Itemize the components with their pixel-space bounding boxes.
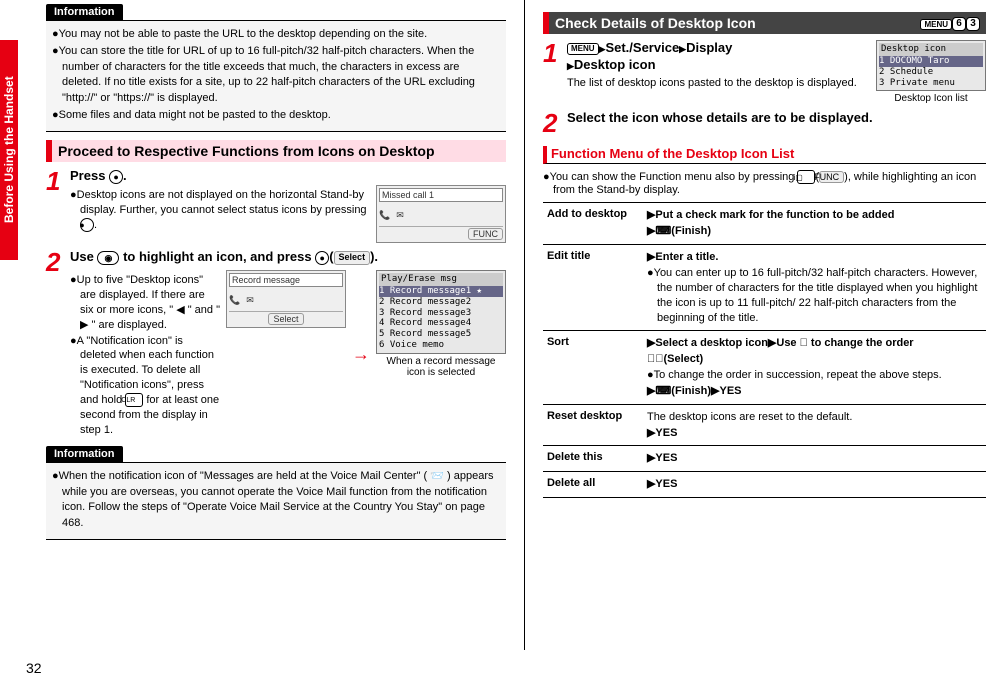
func-desc: ▶Put a check mark for the function to be… <box>643 203 986 245</box>
select-softkey: Select <box>334 251 371 265</box>
right-column: Check Details of Desktop Icon MENU63 1 M… <box>543 0 986 650</box>
left-column: Information ●You may not be able to past… <box>46 0 506 650</box>
content-columns: Information ●You may not be able to past… <box>46 0 986 650</box>
screen-play-erase: Play/Erase msg 1 Record message1 ★ 2 Rec… <box>376 270 506 354</box>
info-body: ●When the notification icon of "Messages… <box>46 462 506 540</box>
function-menu-table: Add to desktop ▶Put a check mark for the… <box>543 202 986 498</box>
func-desc: ▶YES <box>643 472 986 498</box>
info-bullet: ●When the notification icon of "Messages… <box>62 469 500 531</box>
info-header: Information <box>46 446 123 462</box>
func-softkey: FUNC <box>819 171 844 183</box>
func-desc: ▶Select a desktop icon▶Use ⃝ to change t… <box>643 331 986 404</box>
info-bullet: ●You may not be able to paste the URL to… <box>62 27 500 42</box>
step-desc: ●A "Notification icon" is deleted when e… <box>80 334 220 438</box>
arrow-icon: → <box>352 344 370 365</box>
func-name: Add to desktop <box>543 203 643 245</box>
screen-desktop-icon-list: Desktop icon 1 DOCOMO Taro 2 Schedule 3 … <box>876 40 986 91</box>
step-desc: ●Desktop icons are not displayed on the … <box>80 188 370 233</box>
info-body: ●You may not be able to paste the URL to… <box>46 20 506 132</box>
screen-caption: Desktop Icon list <box>876 93 986 104</box>
func-desc: ▶Enter a title. ●You can enter up to 16 … <box>643 245 986 331</box>
info-bullet: ●Some files and data might not be pasted… <box>62 108 500 123</box>
step-1: 1 Press ●. ●Desktop icons are not displa… <box>46 168 506 243</box>
step-number: 2 <box>543 110 567 136</box>
step-title: Use ◉ to highlight an icon, and press ●(… <box>70 249 506 266</box>
func-softkey: FUNC <box>468 228 503 240</box>
step-desc: The list of desktop icons pasted to the … <box>567 76 870 91</box>
table-row: Sort ▶Select a desktop icon▶Use ⃝ to cha… <box>543 331 986 404</box>
step-2: 2 Use ◉ to highlight an icon, and press … <box>46 249 506 438</box>
step-title: Select the icon whose details are to be … <box>567 110 986 127</box>
side-tab: Before Using the Handset <box>0 40 18 260</box>
menu-key-icon: MENU <box>567 43 599 55</box>
ok-key-icon: ● <box>80 218 94 232</box>
step-title: MENU▶Set./Service▶Display ▶Desktop icon <box>567 40 870 74</box>
table-row: Add to desktop ▶Put a check mark for the… <box>543 203 986 245</box>
ok-key-icon: ● <box>109 170 123 184</box>
func-name: Sort <box>543 331 643 404</box>
info-box-2: Information ●When the notification icon … <box>46 446 506 540</box>
step-number: 1 <box>543 40 567 104</box>
step-1: 1 MENU▶Set./Service▶Display ▶Desktop ico… <box>543 40 986 104</box>
func-name: Reset desktop <box>543 404 643 446</box>
step-number: 2 <box>46 249 70 438</box>
table-row: Delete all ▶YES <box>543 472 986 498</box>
sub-note: ●You can show the Function menu also by … <box>553 170 986 196</box>
step-title: Press ●. <box>70 168 506 185</box>
info-header: Information <box>46 4 123 20</box>
section-title-dark: Check Details of Desktop Icon MENU63 <box>543 12 986 34</box>
func-name: Edit title <box>543 245 643 331</box>
table-row: Reset desktop The desktop icons are rese… <box>543 404 986 446</box>
info-bullet: ●You can store the title for URL of up t… <box>62 44 500 106</box>
step-2: 2 Select the icon whose details are to b… <box>543 110 986 136</box>
section-title: Proceed to Respective Functions from Ico… <box>46 140 506 162</box>
menu-key-icon: MENU <box>920 19 952 30</box>
func-name: Delete this <box>543 446 643 472</box>
digit-key: 6 <box>952 17 966 31</box>
digit-key: 3 <box>966 17 980 31</box>
func-desc: The desktop icons are reset to the defau… <box>643 404 986 446</box>
page-number: 32 <box>26 660 42 676</box>
subsection-title: Function Menu of the Desktop Icon List <box>543 146 986 164</box>
menu-shortcut: MENU63 <box>920 15 980 31</box>
screen-caption: When a record message icon is selected <box>376 356 506 378</box>
column-divider <box>524 0 525 650</box>
func-name: Delete all <box>543 472 643 498</box>
nav-key-icon: ◉ <box>97 251 119 265</box>
table-row: Edit title ▶Enter a title. ●You can ente… <box>543 245 986 331</box>
ir-key-icon: i▢ <box>797 170 815 184</box>
step-number: 1 <box>46 168 70 243</box>
ok-key-icon: ● <box>315 251 329 265</box>
func-desc: ▶YES <box>643 446 986 472</box>
clr-key-icon: CLR <box>125 393 143 407</box>
info-box-1: Information ●You may not be able to past… <box>46 4 506 132</box>
table-row: Delete this ▶YES <box>543 446 986 472</box>
screen-missed-call: Missed call 1 📞✉ FUNC <box>376 185 506 243</box>
step-desc: ●Up to five "Desktop icons" are displaye… <box>80 273 220 332</box>
select-softkey: Select <box>268 313 303 325</box>
screen-record-message: Record message 📞✉ Select <box>226 270 346 328</box>
